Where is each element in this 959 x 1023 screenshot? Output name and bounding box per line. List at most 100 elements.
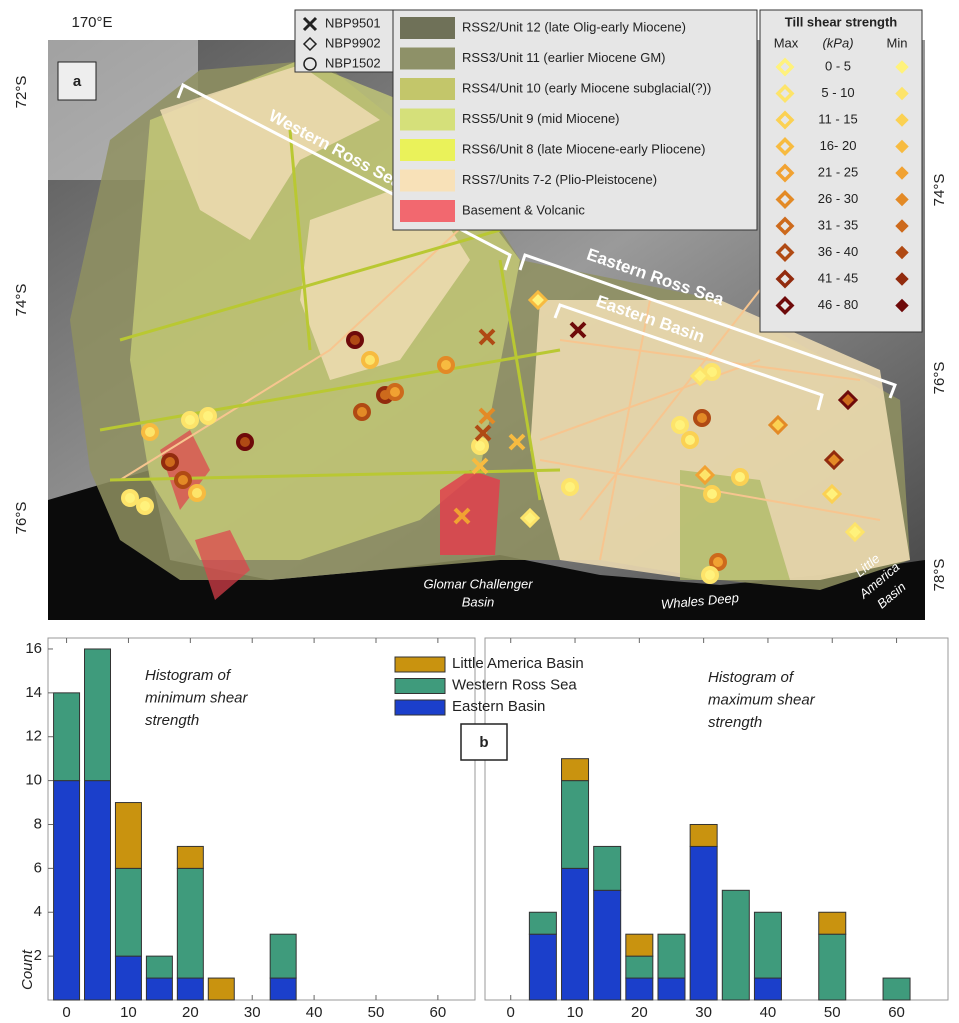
circle-symbol bbox=[671, 416, 689, 434]
cross-symbol bbox=[478, 407, 496, 425]
x-axis-label: Shear strength (kPa) bbox=[192, 1021, 330, 1023]
x-tick-label: 10 bbox=[567, 1004, 584, 1021]
bar bbox=[561, 780, 590, 869]
unit-label: RSS5/Unit 9 (mid Miocene) bbox=[462, 111, 620, 126]
lon-label: 170°E bbox=[71, 14, 112, 31]
diamond-symbol bbox=[689, 365, 711, 387]
unit-label: RSS4/Unit 10 (early Miocene subglacial(?… bbox=[462, 80, 711, 95]
annotation: maximum shear bbox=[708, 691, 816, 708]
shear-range-label: 26 - 30 bbox=[818, 191, 858, 206]
bar bbox=[145, 955, 173, 979]
track bbox=[119, 209, 481, 481]
diamond-symbol bbox=[821, 483, 843, 505]
y-tick-label: 6 bbox=[34, 859, 42, 876]
plot-frame bbox=[47, 637, 476, 1001]
unit-swatch bbox=[400, 78, 455, 100]
basin-label: Basin bbox=[462, 594, 495, 609]
cross-symbol bbox=[302, 16, 318, 32]
diamond-symbol bbox=[694, 464, 716, 486]
bar bbox=[818, 933, 847, 1001]
circle-symbol bbox=[353, 403, 371, 421]
bar bbox=[53, 780, 81, 1001]
circle-symbol bbox=[121, 489, 139, 507]
panel-label: b bbox=[479, 734, 488, 751]
annotation: strength bbox=[708, 714, 762, 731]
bar bbox=[593, 845, 622, 891]
diamond-symbol bbox=[895, 272, 909, 286]
circle-symbol bbox=[703, 485, 721, 503]
bar bbox=[84, 780, 112, 1001]
legend-label: Eastern Basin bbox=[452, 698, 545, 715]
diamond-symbol bbox=[895, 86, 909, 101]
lat-label: 78°S bbox=[931, 559, 948, 592]
bar bbox=[818, 911, 847, 935]
bar bbox=[689, 845, 718, 1001]
panel-label-box bbox=[57, 61, 97, 101]
diamond-symbol bbox=[895, 192, 909, 207]
bracket bbox=[553, 303, 824, 411]
x-tick-label: 0 bbox=[62, 1004, 70, 1021]
shear-range-label: 5 - 10 bbox=[821, 85, 854, 100]
bar bbox=[625, 933, 654, 957]
shear-legend-unit: (kPa) bbox=[822, 35, 853, 50]
circle-symbol bbox=[161, 453, 179, 471]
volcanic-area bbox=[440, 470, 500, 555]
cruise-legend-box bbox=[294, 9, 394, 73]
y-tick-label: 16 bbox=[25, 640, 42, 657]
bar bbox=[269, 977, 297, 1001]
bar bbox=[269, 933, 297, 979]
track bbox=[288, 129, 312, 351]
circle-symbol bbox=[386, 383, 404, 401]
bar bbox=[753, 977, 782, 1001]
annotation: Histogram of bbox=[708, 669, 795, 686]
legend-swatch bbox=[394, 656, 446, 673]
basin-label: Whales Deep bbox=[660, 590, 739, 612]
track bbox=[539, 359, 761, 441]
unit-label: RSS7/Units 7-2 (Plio-Pleistocene) bbox=[462, 172, 657, 187]
map-legends: NBP9501 NBP9902 NBP1502 RSS2/Unit 12 (late … bbox=[294, 9, 923, 333]
y-tick-label: 2 bbox=[34, 947, 42, 964]
bar bbox=[114, 802, 142, 869]
circle-symbol bbox=[141, 423, 159, 441]
bar bbox=[625, 977, 654, 1001]
circle-symbol bbox=[181, 411, 199, 429]
circle-symbol bbox=[471, 437, 489, 455]
cruise-label: NBP9501 bbox=[325, 15, 381, 30]
bar bbox=[593, 889, 622, 1001]
bar bbox=[176, 867, 204, 979]
diamond-symbol bbox=[895, 219, 909, 233]
y-tick-label: 14 bbox=[25, 684, 42, 701]
unit-label: RSS2/Unit 12 (late Olig-early Miocene) bbox=[462, 19, 686, 34]
diamond-symbol bbox=[775, 216, 795, 236]
diamond-symbol bbox=[844, 521, 866, 543]
circle-symbol bbox=[681, 431, 699, 449]
unit-swatch bbox=[400, 200, 455, 222]
bar bbox=[561, 758, 590, 782]
y-tick-label: 12 bbox=[25, 728, 42, 745]
lat-label: 76°S bbox=[931, 362, 948, 395]
shear-range-label: 16- 20 bbox=[820, 138, 857, 153]
diamond-symbol bbox=[519, 507, 541, 529]
bar bbox=[721, 889, 750, 1001]
unit-swatch bbox=[400, 47, 455, 70]
cross-symbol bbox=[508, 433, 526, 451]
unit-area bbox=[160, 65, 380, 240]
unit-swatch bbox=[400, 169, 455, 192]
x-tick-label: 30 bbox=[244, 1004, 261, 1021]
circle-symbol bbox=[361, 351, 379, 369]
shear-range-label: 21 - 25 bbox=[818, 164, 858, 179]
unit-label: RSS6/Unit 8 (late Miocene-early Pliocene… bbox=[462, 141, 706, 156]
bar bbox=[176, 977, 204, 1001]
circle-symbol bbox=[303, 57, 317, 71]
x-tick-label: 40 bbox=[306, 1004, 323, 1021]
y-tick-label: 4 bbox=[34, 903, 42, 920]
histogram-panel: 0 10 20 30 40 50 60 Shear strength (kPa) Histogr… bbox=[460, 637, 949, 1023]
bar bbox=[84, 648, 112, 782]
diamond-symbol bbox=[895, 60, 909, 74]
shear-legend-max: Max bbox=[774, 35, 799, 50]
x-tick-label: 30 bbox=[695, 1004, 712, 1021]
lat-label: 74°S bbox=[931, 174, 948, 207]
track bbox=[559, 339, 861, 381]
diamond-symbol bbox=[775, 243, 795, 262]
